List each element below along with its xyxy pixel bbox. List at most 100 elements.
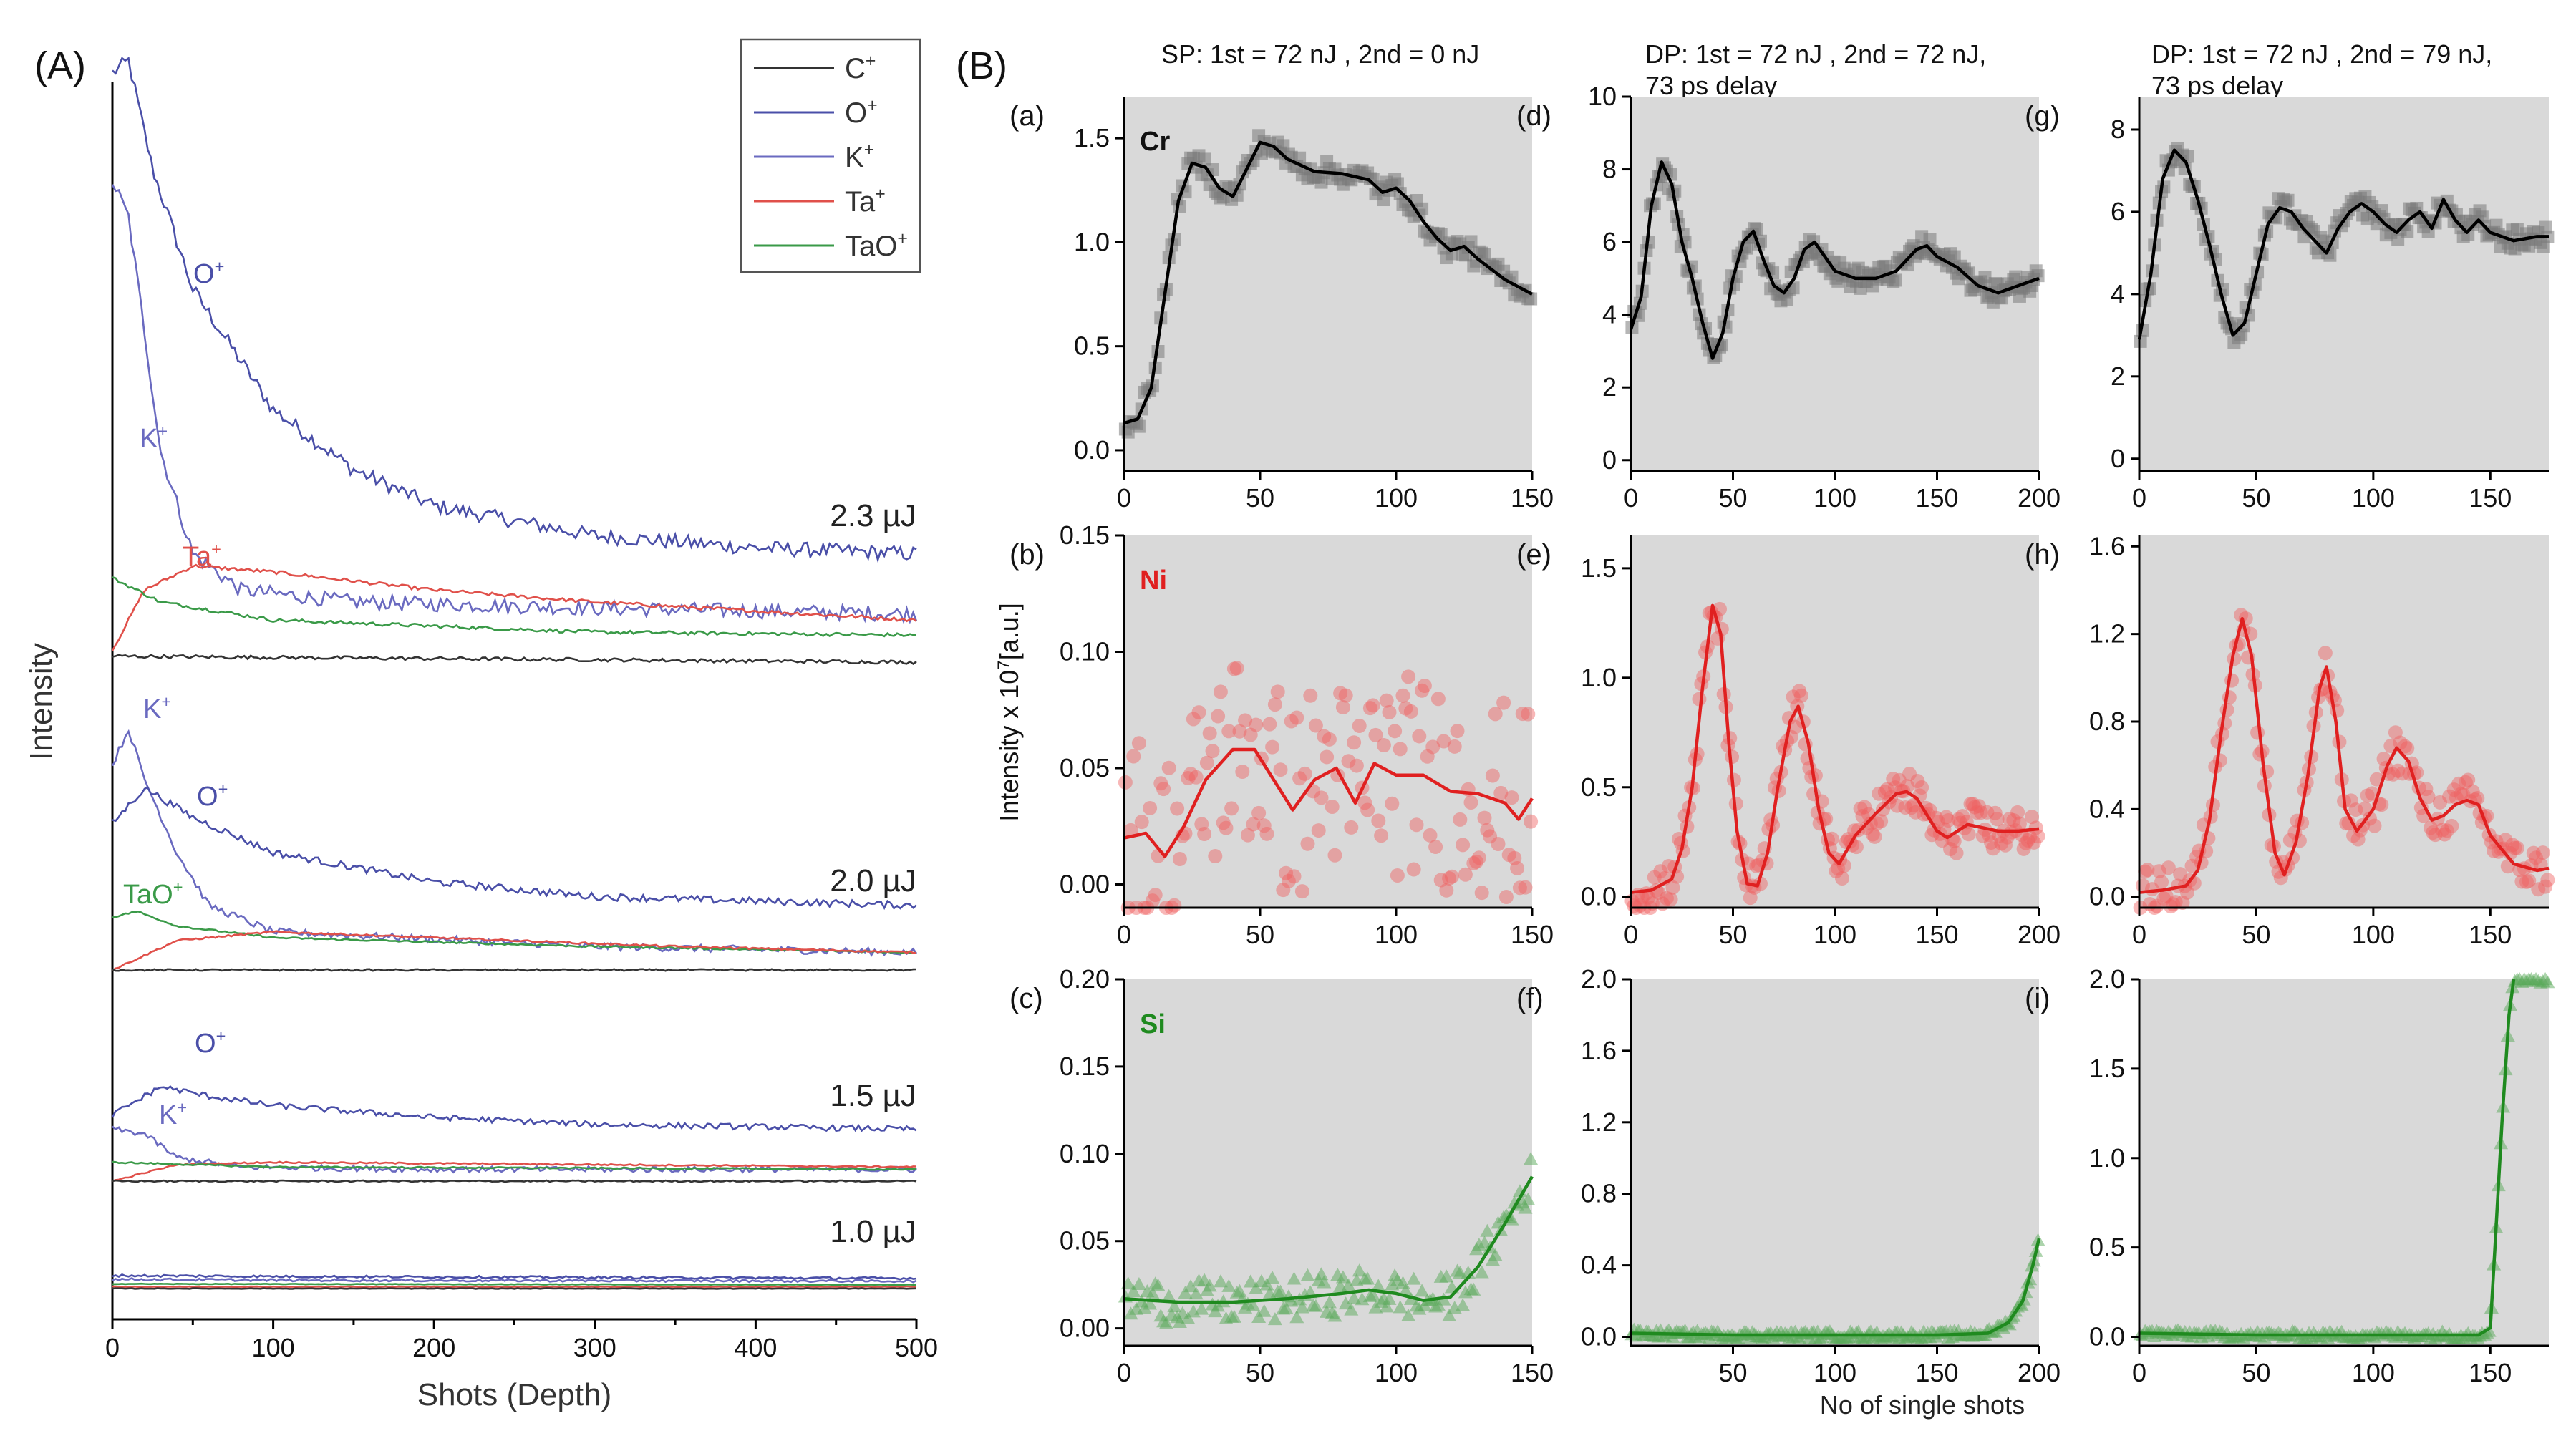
subplot-label-b: (b)	[1009, 539, 1045, 571]
data-point	[1442, 871, 1457, 886]
data-point	[1987, 805, 2003, 820]
data-point	[1902, 767, 1917, 782]
data-point	[2281, 193, 2295, 207]
data-point	[2023, 830, 2038, 845]
xtick-label: 100	[2352, 920, 2395, 949]
data-point	[1743, 891, 1758, 906]
data-point	[2012, 816, 2027, 831]
xtick-label: 50	[2242, 1358, 2270, 1387]
data-point	[2519, 874, 2534, 889]
data-point	[2348, 802, 2363, 817]
data-point	[2487, 843, 2502, 858]
ytick-label: 0.0	[2089, 882, 2125, 911]
data-point	[1123, 823, 1138, 838]
data-point	[2435, 823, 2450, 838]
data-point	[1889, 273, 1902, 287]
ytick-label: 0.15	[1060, 520, 1110, 550]
data-point	[1401, 669, 1416, 684]
xtick-label: 0	[2132, 920, 2146, 949]
xtick-label: 150	[2469, 483, 2512, 513]
xtick-label: 50	[1718, 1358, 1747, 1387]
data-point	[1352, 1263, 1367, 1277]
data-point	[1524, 1152, 1539, 1165]
data-point	[2002, 1317, 2017, 1331]
data-point	[1398, 701, 1413, 716]
data-point	[2362, 811, 2377, 826]
data-point	[1198, 152, 1211, 166]
data-point	[2250, 725, 2265, 740]
panel-b-title-dp1-delay: 73 ps delay	[1645, 71, 1777, 100]
xtick-label: 200	[2018, 1358, 2061, 1387]
panel-a-series-TaO-0	[112, 576, 916, 638]
fit-line	[1630, 603, 2040, 894]
ytick-label: 2	[1602, 372, 1617, 402]
data-point	[1188, 1286, 1204, 1300]
data-point	[1259, 1277, 1274, 1291]
xtick-label: 150	[1915, 483, 1958, 513]
data-point	[2428, 828, 2443, 843]
data-point	[1474, 886, 1489, 901]
data-point	[1388, 724, 1403, 739]
ytick-label: 6	[2111, 197, 2125, 226]
data-point	[1158, 1316, 1173, 1329]
panel-b-title-dp2: DP: 1st = 72 nJ , 2nd = 79 nJ,	[2151, 39, 2492, 69]
data-point	[1853, 801, 1868, 816]
ytick-label: 0.15	[1060, 1052, 1110, 1081]
data-point	[2395, 766, 2410, 781]
data-point	[1219, 820, 1234, 835]
data-point	[2343, 793, 2358, 808]
data-point	[1338, 688, 1353, 703]
data-point	[1855, 809, 1870, 824]
data-point	[1134, 815, 1149, 830]
data-point	[2526, 845, 2541, 860]
data-point	[1877, 785, 1892, 800]
data-point	[2154, 875, 2169, 890]
data-point	[1943, 842, 1958, 857]
data-point	[1879, 782, 1894, 797]
data-point	[1344, 1302, 1359, 1316]
ytick-label: 0.4	[1581, 1251, 1617, 1280]
xtick-label: 50	[1246, 483, 1274, 513]
data-point	[1824, 831, 1839, 846]
data-point	[2505, 838, 2520, 853]
xtick-label: 100	[1375, 1358, 1418, 1387]
data-point	[1892, 772, 1907, 787]
data-point	[2446, 782, 2461, 797]
ytick-label: 0.5	[1074, 331, 1110, 361]
ytick-label: 1.2	[1581, 1107, 1617, 1137]
data-point	[1665, 880, 1680, 895]
data-point	[2234, 608, 2249, 623]
data-point	[1521, 1192, 1536, 1205]
data-point	[2531, 882, 2546, 897]
data-point	[1409, 817, 1424, 833]
data-point	[1464, 235, 1478, 248]
data-point	[1172, 852, 1187, 867]
data-point	[2184, 858, 2199, 873]
data-point	[1406, 862, 1421, 877]
data-point	[1341, 1278, 1356, 1291]
xtick-label: 200	[2018, 483, 2061, 513]
data-point	[1994, 836, 2009, 851]
data-point	[2350, 832, 2366, 847]
data-point	[2538, 879, 2553, 894]
ytick-label: 0.0	[2089, 1322, 2125, 1352]
panel-a-annotation-k: K+	[143, 692, 171, 724]
data-point	[1898, 800, 1913, 815]
xtick-label: 100	[1814, 483, 1856, 513]
data-point	[2010, 805, 2025, 820]
data-point	[1398, 1283, 1413, 1296]
data-point	[1415, 683, 1430, 698]
data-point	[1289, 710, 1304, 725]
data-point	[1406, 1271, 1421, 1285]
data-point	[2224, 673, 2240, 688]
data-point	[1229, 661, 1244, 676]
data-point	[1145, 1286, 1160, 1299]
data-point	[1886, 772, 1901, 787]
data-point	[1518, 1200, 1533, 1214]
data-point	[1739, 878, 1754, 893]
data-point	[1385, 796, 1400, 811]
element-label-ni: Ni	[1140, 566, 1167, 596]
xtick-label: 150	[1915, 1358, 1958, 1387]
data-point	[1955, 809, 1970, 824]
data-point	[1859, 820, 1874, 835]
